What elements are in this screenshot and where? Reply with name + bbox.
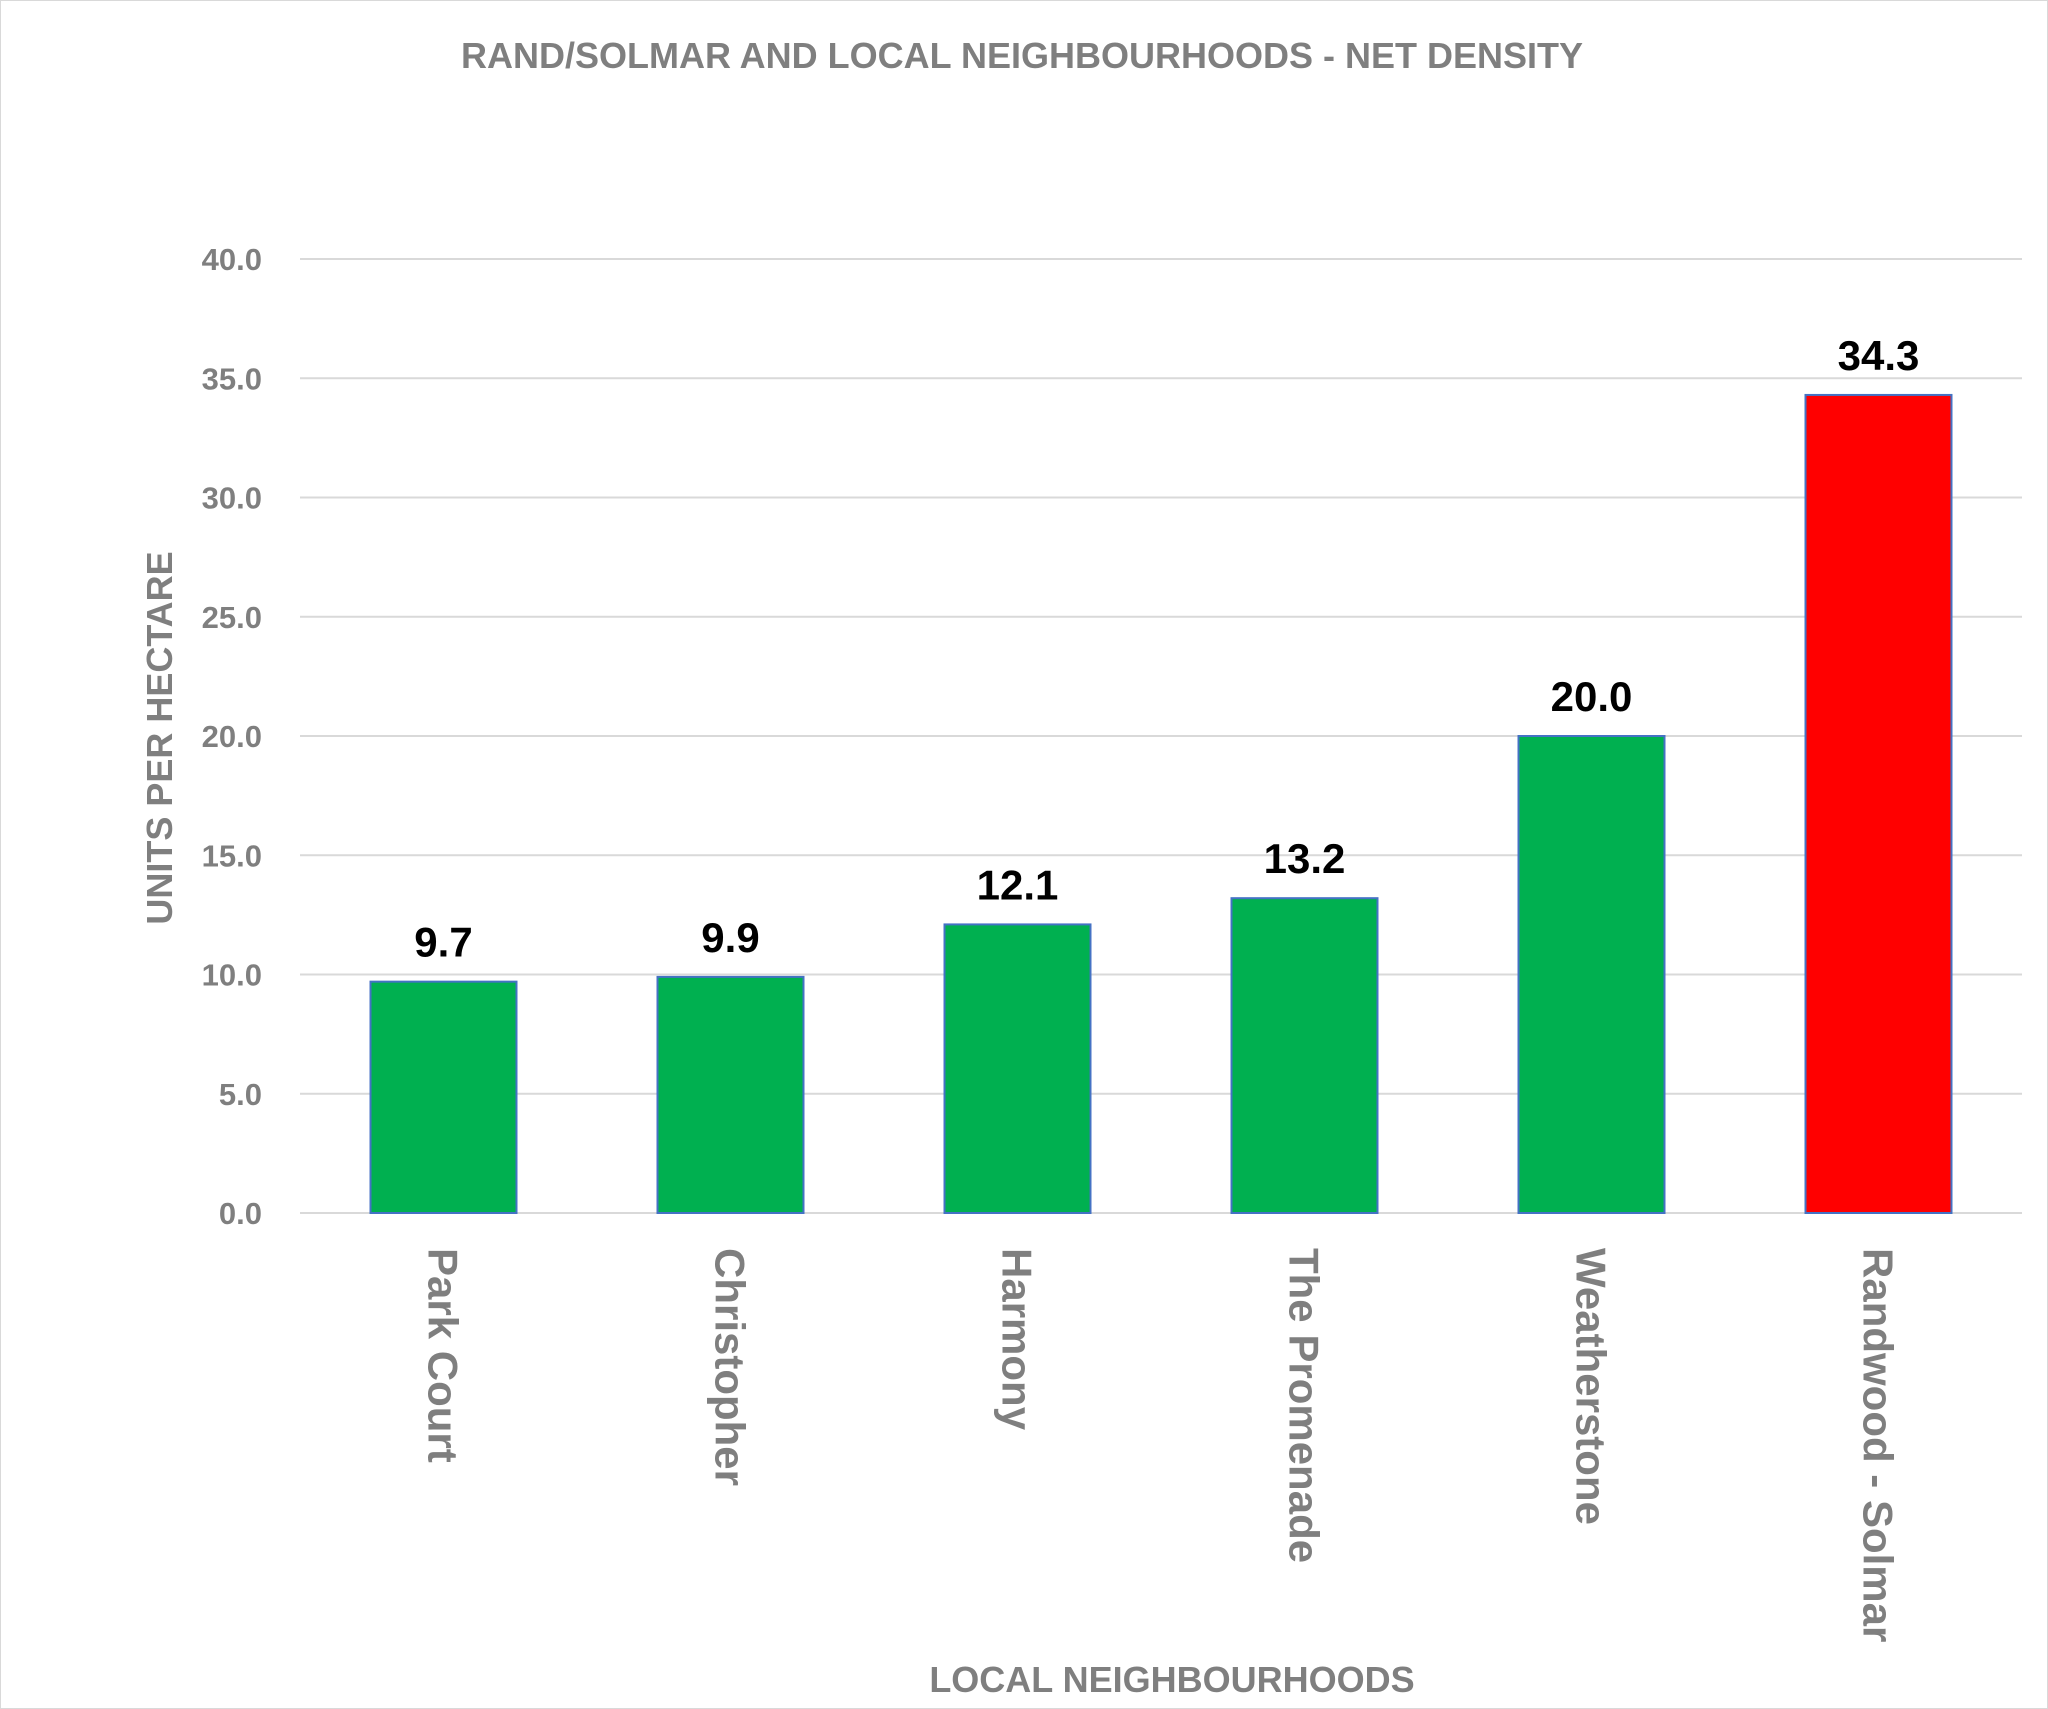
category-labels: Park Court Christopher Harmony The Promenad… (420, 1248, 1902, 1642)
chart-title: RAND/SOLMAR AND LOCAL NEIGHBOURHOODS - N… (461, 35, 1583, 76)
data-label: 34.3 (1838, 332, 1920, 379)
category-label: Park Court (420, 1248, 467, 1463)
bar (369, 980, 518, 1215)
data-label: 9.7 (414, 919, 472, 966)
data-label: 9.9 (701, 914, 759, 961)
y-tick-label: 15.0 (202, 838, 262, 873)
y-tick-label: 10.0 (202, 958, 262, 993)
bar (1517, 735, 1666, 1214)
y-tick-label: 0.0 (219, 1196, 262, 1231)
category-label: Randwood - Solmar (1855, 1248, 1902, 1642)
y-tick-label: 25.0 (202, 600, 262, 635)
category-label: Weatherstone (1568, 1248, 1615, 1525)
y-tick-label: 40.0 (202, 242, 262, 277)
bar (656, 975, 805, 1215)
bars (369, 393, 1953, 1215)
y-tick-label: 30.0 (202, 481, 262, 516)
bar (943, 923, 1092, 1214)
data-label: 20.0 (1551, 673, 1633, 720)
data-label: 13.2 (1264, 835, 1346, 882)
category-label: Christopher (707, 1248, 754, 1486)
bar (1804, 393, 1953, 1214)
bar (1230, 897, 1379, 1214)
data-labels: 9.7 9.9 12.1 13.2 20.0 34.3 (414, 332, 1919, 966)
y-axis-title: UNITS PER HECTARE (139, 551, 180, 924)
x-axis-title: LOCAL NEIGHBOURHOODS (929, 1659, 1414, 1700)
y-tick-label: 35.0 (202, 361, 262, 396)
y-tick-labels: 0.0 5.0 10.0 15.0 20.0 25.0 30.0 35.0 40.0 (202, 242, 262, 1231)
category-label: The Promenade (1281, 1248, 1328, 1563)
data-label: 12.1 (977, 861, 1059, 908)
y-tick-label: 5.0 (219, 1077, 262, 1112)
category-label: Harmony (994, 1248, 1041, 1431)
y-tick-label: 20.0 (202, 719, 262, 754)
gridlines (300, 258, 2022, 1214)
